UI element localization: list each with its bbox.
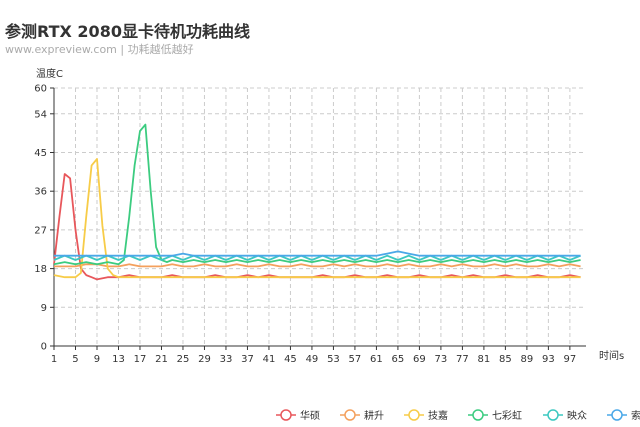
series-line xyxy=(53,123,581,266)
legend-swatch-marker xyxy=(280,409,292,421)
y-tick-label: 36 xyxy=(34,187,47,198)
series-line xyxy=(53,173,581,281)
x-tick-label: 9 xyxy=(94,354,100,365)
y-axis-label: 温度C xyxy=(36,67,63,80)
y-tick-label: 27 xyxy=(34,225,47,236)
legend-label: 索泰 xyxy=(631,409,640,422)
y-tick-label: 9 xyxy=(41,303,47,314)
x-tick-label: 81 xyxy=(478,354,491,365)
x-tick-label: 69 xyxy=(413,354,426,365)
legend-swatch-marker xyxy=(344,409,356,421)
y-tick-label: 54 xyxy=(34,109,47,120)
x-tick-label: 57 xyxy=(349,354,362,365)
x-tick-label: 93 xyxy=(542,354,555,365)
y-tick-label: 45 xyxy=(34,148,47,159)
x-tick-label: 25 xyxy=(177,354,190,365)
legend-swatch-marker xyxy=(611,409,623,421)
series-line xyxy=(53,158,581,279)
x-tick-label: 73 xyxy=(435,354,448,365)
x-tick-label: 45 xyxy=(284,354,297,365)
x-tick-label: 17 xyxy=(134,354,147,365)
legend-label: 耕升 xyxy=(364,409,384,422)
y-tick-label: 60 xyxy=(34,84,47,95)
legend: 华硕 耕升 技嘉 七彩虹 映众 索泰 xyxy=(276,409,640,422)
series-line xyxy=(54,250,581,257)
x-tick-label: 53 xyxy=(327,354,340,365)
x-tick-label: 1 xyxy=(51,354,57,365)
x-tick-label: 41 xyxy=(263,354,276,365)
series-line xyxy=(54,263,581,268)
x-tick-label: 13 xyxy=(112,354,125,365)
x-tick-label: 61 xyxy=(370,354,383,365)
legend-label: 映众 xyxy=(567,410,587,422)
y-tick-label: 0 xyxy=(41,342,47,353)
grid xyxy=(54,87,586,346)
legend-swatch-marker xyxy=(547,409,559,421)
legend-label: 技嘉 xyxy=(428,409,448,422)
legend-swatch-marker xyxy=(472,409,484,421)
x-tick-label: 77 xyxy=(456,354,469,365)
x-tick-label: 89 xyxy=(521,354,534,365)
chart-subtitle: www.expreview.com | 功耗越低越好 xyxy=(5,43,194,56)
y-tick-label: 18 xyxy=(34,264,47,275)
axes: 0 9 18 27 36 45 54 60 1 5 9 13 17 21 25 29 33 37 41 45 49 53 5… xyxy=(34,84,586,365)
x-tick-label: 49 xyxy=(306,354,319,365)
x-tick-label: 5 xyxy=(72,354,78,365)
legend-label: 华硕 xyxy=(300,409,320,422)
x-tick-label: 97 xyxy=(564,354,577,365)
series-lines xyxy=(53,123,581,281)
legend-swatch-marker xyxy=(408,409,420,421)
x-tick-label: 85 xyxy=(499,354,512,365)
legend-label: 七彩虹 xyxy=(492,410,522,422)
x-tick-label: 65 xyxy=(392,354,405,365)
x-tick-label: 37 xyxy=(241,354,254,365)
chart-title: 参测RTX 2080显卡待机功耗曲线 xyxy=(5,22,250,41)
x-axis-label: 时间s xyxy=(599,349,624,362)
x-tick-label: 21 xyxy=(155,354,168,365)
x-tick-label: 33 xyxy=(220,354,233,365)
x-tick-label: 29 xyxy=(198,354,211,365)
